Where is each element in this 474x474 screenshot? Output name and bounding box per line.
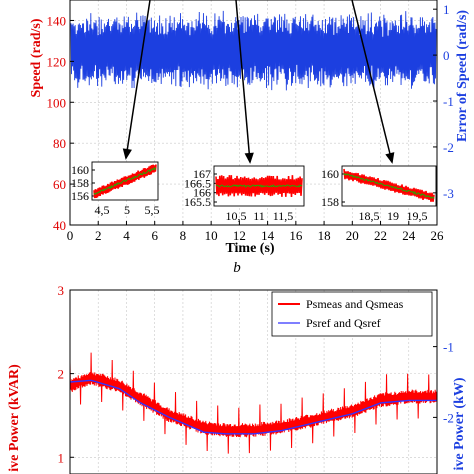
reference-power-series (69, 379, 437, 435)
speed-error-series (70, 10, 437, 91)
inset-x-tick-label: 11,5 (273, 209, 294, 223)
callout-arrowhead (244, 152, 254, 164)
inset-x-tick-label: 10,5 (226, 209, 247, 223)
top-x-tick-label: 4 (123, 228, 130, 243)
top-plot-frame (69, 0, 438, 226)
top-y-left-tick-label: 140 (47, 13, 67, 28)
top-y-left-tick-label: 60 (53, 177, 66, 192)
top-y-right-tick-label: 0 (443, 48, 450, 63)
top-x-tick-label: 0 (67, 228, 74, 243)
top-y-left-tick-label: 120 (47, 54, 67, 69)
inset-3: 160 158 18,5 19 19,5 (321, 165, 437, 223)
top-y-left-label: Speed (rad/s) (29, 18, 44, 97)
top-y-right-tick-label: 1 (443, 2, 450, 17)
top-y-right-tick-label: -3 (443, 186, 454, 201)
inset-x-tick-label: 4,5 (95, 203, 110, 217)
bottom-y-left-tick-label: 2 (58, 367, 65, 382)
bottom-plot-frame (69, 289, 438, 474)
bottom-y-right-label: ive Power (kW) (452, 377, 467, 470)
inset-x-tick-label: 19 (387, 209, 399, 223)
bottom-y-left-tick-label: 3 (58, 283, 65, 298)
top-y-left-tick-label: 80 (53, 136, 66, 151)
panel-label-b: b (233, 260, 241, 276)
inset-x-tick-label: 18,5 (359, 209, 380, 223)
inset-reference-series (343, 173, 435, 199)
legend-label-measured: Psmeas and Qsmeas (306, 297, 404, 311)
top-y-left-tick-label: 40 (53, 218, 66, 233)
inset-y-tick-label: 167 (193, 167, 211, 181)
inset-x-tick-label: 11 (253, 209, 265, 223)
inset-measured-series (93, 164, 157, 199)
inset-y-tick-label: 160 (321, 167, 339, 181)
top-x-tick-label: 24 (402, 228, 416, 243)
inset-y-tick-label: 165.5 (184, 195, 211, 209)
inset-x-tick-label: 5 (124, 203, 130, 217)
top-x-tick-label: 12 (233, 228, 246, 243)
inset-y-tick-label: 156 (71, 189, 89, 203)
bottom-y-left-label: ive Power (kVAR) (7, 364, 22, 472)
inset-y-tick-label: 158 (321, 195, 339, 209)
top-x-tick-label: 6 (151, 228, 158, 243)
top-x-tick-label: 20 (346, 228, 359, 243)
inset-y-tick-label: 166 (193, 186, 211, 200)
top-x-tick-label: 18 (318, 228, 331, 243)
inset-y-tick-label: 166.5 (184, 176, 211, 190)
callout-arrow (125, 0, 151, 159)
inset-reference-series (215, 184, 303, 188)
top-x-tick-label: 10 (205, 228, 218, 243)
top-x-tick-label: 8 (180, 228, 187, 243)
callout-arrow (351, 0, 393, 163)
callout-arrow (235, 0, 251, 163)
top-y-right-label: Error of Speed (rad/s) (455, 10, 470, 142)
bottom-y-right-tick-label: -2 (443, 410, 454, 425)
inset-reference-series (93, 166, 157, 195)
bottom-y-left-tick-label: 1 (58, 450, 65, 465)
top-y-right-tick-label: -2 (443, 140, 454, 155)
legend-label-reference: Psref and Qsref (306, 316, 381, 330)
top-x-tick-label: 22 (374, 228, 387, 243)
callout-arrowhead (385, 152, 395, 164)
top-x-tick-label: 14 (261, 228, 275, 243)
top-x-tick-label: 16 (289, 228, 303, 243)
inset-y-tick-label: 158 (71, 176, 89, 190)
inset-y-tick-label: 160 (71, 163, 89, 177)
legend: Psmeas and Qsmeas Psref and Qsref (271, 291, 433, 337)
top-x-tick-label: 2 (95, 228, 102, 243)
inset-x-tick-label: 19,5 (407, 209, 428, 223)
inset-measured-series (343, 168, 435, 202)
top-y-left-tick-label: 100 (47, 95, 67, 110)
inset-x-tick-label: 5,5 (145, 203, 160, 217)
top-x-tick-label: 26 (431, 228, 445, 243)
top-x-label: Time (s) (225, 241, 274, 256)
top-y-right-tick-label: -1 (443, 94, 454, 109)
inset-measured-series (215, 175, 303, 198)
bottom-y-right-tick-label: -1 (443, 340, 454, 355)
bottom-panel: 3 2 1 -1 -2 ive Power (kVAR) ive Power (kW)… (7, 283, 467, 474)
callout-arrowhead (122, 148, 132, 160)
